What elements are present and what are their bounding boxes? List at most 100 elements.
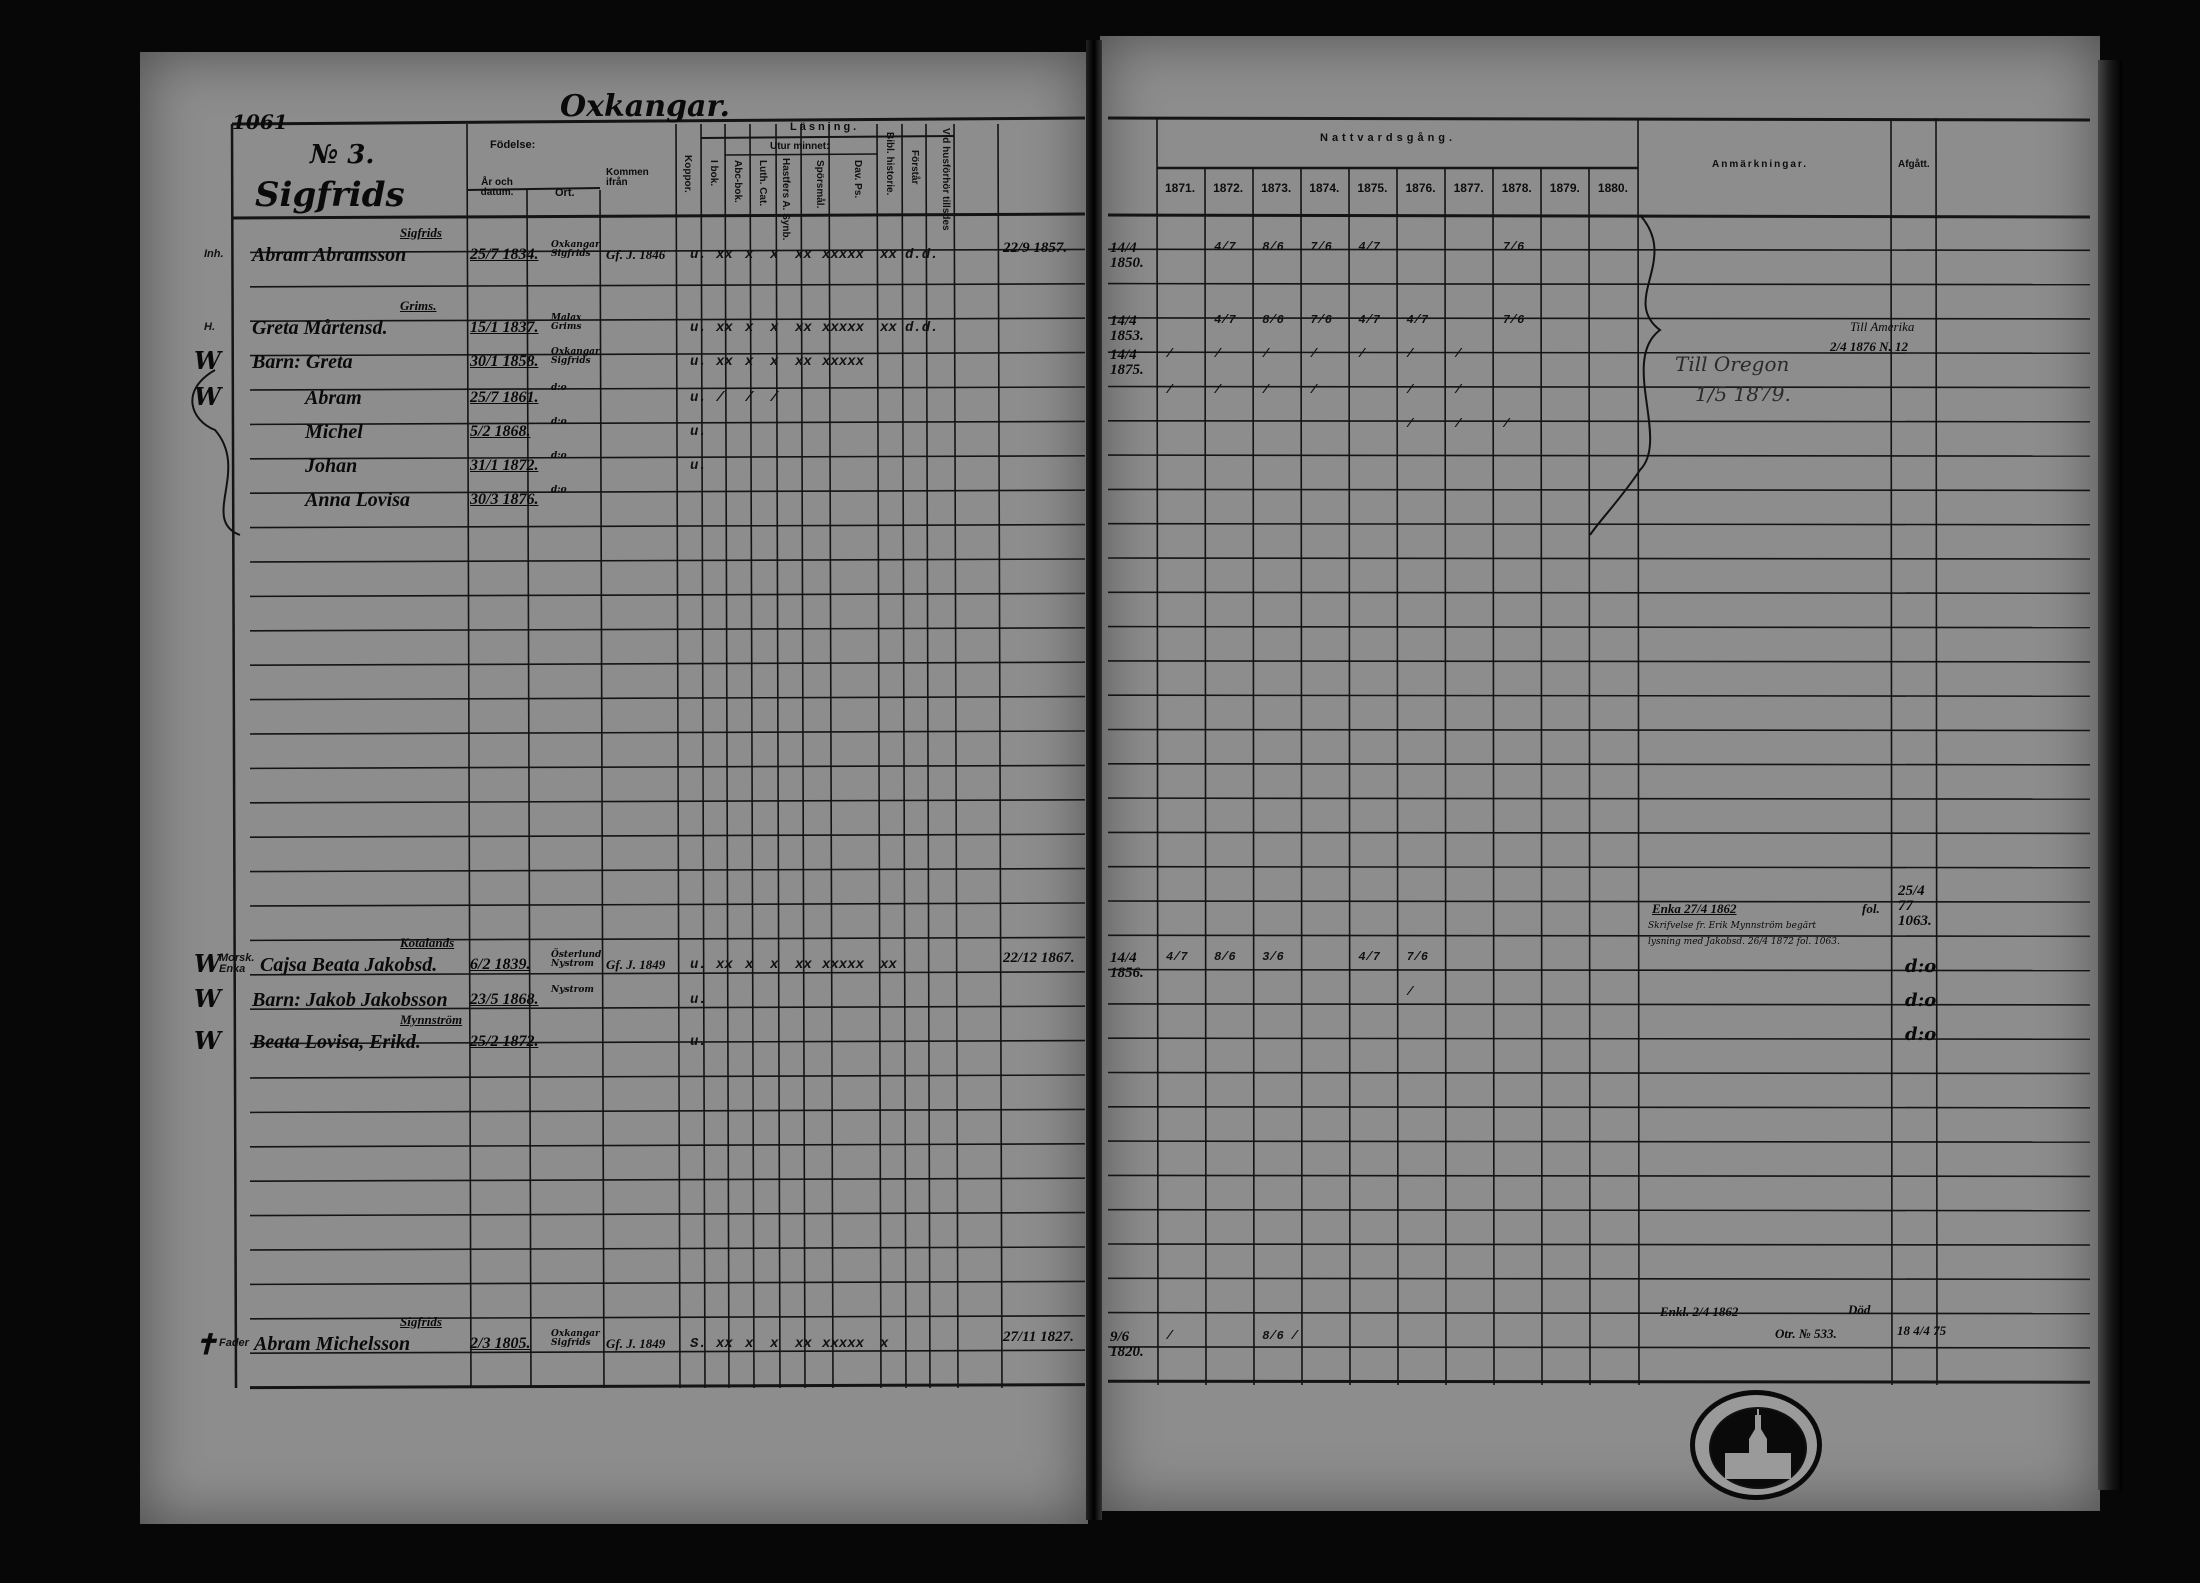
communion-mark: /	[1406, 985, 1414, 999]
reading-mark: /	[770, 390, 779, 406]
note-amerika-date: 2/4 1876 N. 12	[1830, 339, 1908, 354]
birth-date: 6/2 1839.	[470, 956, 531, 973]
communion-mark: /	[1166, 1329, 1174, 1343]
communion-mark: /	[1454, 383, 1462, 397]
row-rule	[1107, 1071, 2091, 1075]
header-fodelse: Födelse:	[490, 139, 536, 151]
communion-mark: 7/6	[1310, 240, 1332, 254]
birth-place: d:o	[551, 485, 567, 495]
year-header: 1875.	[1357, 181, 1388, 195]
birth-date: 25/7 1834.	[470, 246, 539, 263]
person-role: Morsk. Enka	[219, 952, 255, 975]
date-entry: 14/4 1875.	[1110, 347, 1144, 378]
row-rule	[249, 1108, 1086, 1114]
row-rule	[249, 1315, 1086, 1320]
birth-place: Österlund Nystrom	[551, 950, 602, 969]
abram-afgatt: 18 4/4 75	[1897, 1323, 1947, 1338]
reading-mark: u.	[690, 247, 707, 263]
column-rule	[1444, 167, 1447, 1386]
communion-mark: /	[1406, 417, 1414, 431]
row-rule	[249, 1280, 1086, 1286]
date-entry: 14/4 1853.	[1110, 313, 1144, 344]
reading-mark: x	[745, 354, 754, 370]
column-rule	[828, 123, 834, 1389]
column-rule	[1890, 117, 1893, 1386]
birth-place: Oxkangar Sigfrids	[551, 240, 600, 259]
margin-marker: W	[194, 1026, 221, 1055]
year-header: 1880.	[1597, 181, 1628, 195]
reading-mark: xx	[880, 247, 897, 263]
year-header: 1874.	[1309, 181, 1340, 195]
note-oregon-date: 1/5 1879.	[1695, 382, 1791, 406]
header-anmarkningar: Anmärkningar.	[1712, 159, 1809, 170]
row-rule	[249, 386, 1086, 391]
person-name: Barn: Greta	[252, 351, 353, 373]
communion-mark: 4/7	[1166, 950, 1188, 964]
margin-marker: W	[194, 949, 221, 978]
margin-marker: W	[194, 984, 221, 1013]
reading-mark: x	[770, 320, 779, 336]
header-bottom-rule	[1107, 213, 2091, 219]
reading-mark: x	[745, 957, 754, 973]
birth-place: Oxkangar Sigfrids	[551, 347, 600, 366]
row-rule	[249, 1143, 1086, 1148]
kommen-ifran: Gf. J. 1846	[606, 247, 666, 262]
note-till-amerika: Till Amerika	[1850, 319, 1915, 334]
row-rule	[249, 592, 1086, 598]
row-rule	[249, 282, 1086, 288]
person-name: Cajsa Beata Jakobsd.	[260, 954, 438, 976]
birth-date: 31/1 1872.	[470, 457, 539, 474]
header-hastfers: Hastfers A. Synb.	[780, 158, 791, 241]
person-role: Fader	[219, 1337, 249, 1349]
person-name: Abram	[305, 387, 362, 409]
header-bottom-rule	[231, 212, 1086, 220]
column-rule	[1156, 117, 1159, 1386]
reading-mark: xxxxx	[822, 354, 865, 370]
row-rule	[1107, 831, 2091, 835]
communion-mark: /	[1262, 347, 1270, 361]
afgatt-do-1: d:o	[1905, 956, 1937, 977]
communion-mark: 7/6	[1310, 313, 1332, 327]
reading-mark: x	[770, 247, 779, 263]
row-rule	[1107, 591, 2091, 595]
column-rule	[675, 123, 681, 1389]
reading-mark: u.	[690, 390, 707, 406]
birth-date: 30/3 1876.	[470, 491, 539, 508]
year-header: 1873.	[1261, 181, 1292, 195]
row-rule	[249, 1211, 1086, 1217]
column-rule	[997, 123, 1003, 1389]
row-rule	[1107, 625, 2091, 629]
column-rule	[466, 123, 472, 1389]
reading-mark: x	[745, 1336, 754, 1352]
column-rule	[599, 189, 605, 1389]
communion-mark: 7/6	[1406, 950, 1429, 964]
date-entry: 14/4 1856.	[1110, 950, 1144, 981]
row-rule	[1107, 248, 2091, 252]
communion-mark: /	[1406, 383, 1414, 397]
column-rule	[230, 123, 238, 1389]
reading-mark: x	[770, 1336, 779, 1352]
note-abram-ref: Otr. № 533.	[1775, 1326, 1837, 1341]
row-rule	[1107, 968, 2091, 972]
person-name: Barn: Jakob Jakobsson	[252, 989, 448, 1011]
surname-note: Grims.	[400, 298, 437, 313]
reading-mark: u.	[690, 424, 707, 440]
row-rule	[249, 902, 1086, 907]
row-rule	[249, 248, 1086, 254]
row-rule	[1107, 1003, 2091, 1006]
communion-mark: /	[1310, 383, 1318, 397]
row-rule	[249, 626, 1086, 632]
communion-mark: /	[1214, 347, 1222, 361]
row-rule	[1107, 557, 2091, 560]
row-rule	[1107, 1140, 2091, 1143]
row-rule	[1107, 1379, 2091, 1384]
column-rule	[1935, 117, 1938, 1386]
reading-mark: xx	[716, 1336, 733, 1352]
row-rule	[1107, 1243, 2091, 1246]
right-page	[1100, 36, 2100, 1511]
note-abram-dod: Död	[1848, 1302, 1871, 1317]
archive-stamp	[1690, 1390, 1822, 1500]
note-cajsa-fol: fol.	[1862, 901, 1880, 916]
reading-mark: xx	[716, 247, 733, 263]
birth-place: d:o	[551, 417, 567, 427]
